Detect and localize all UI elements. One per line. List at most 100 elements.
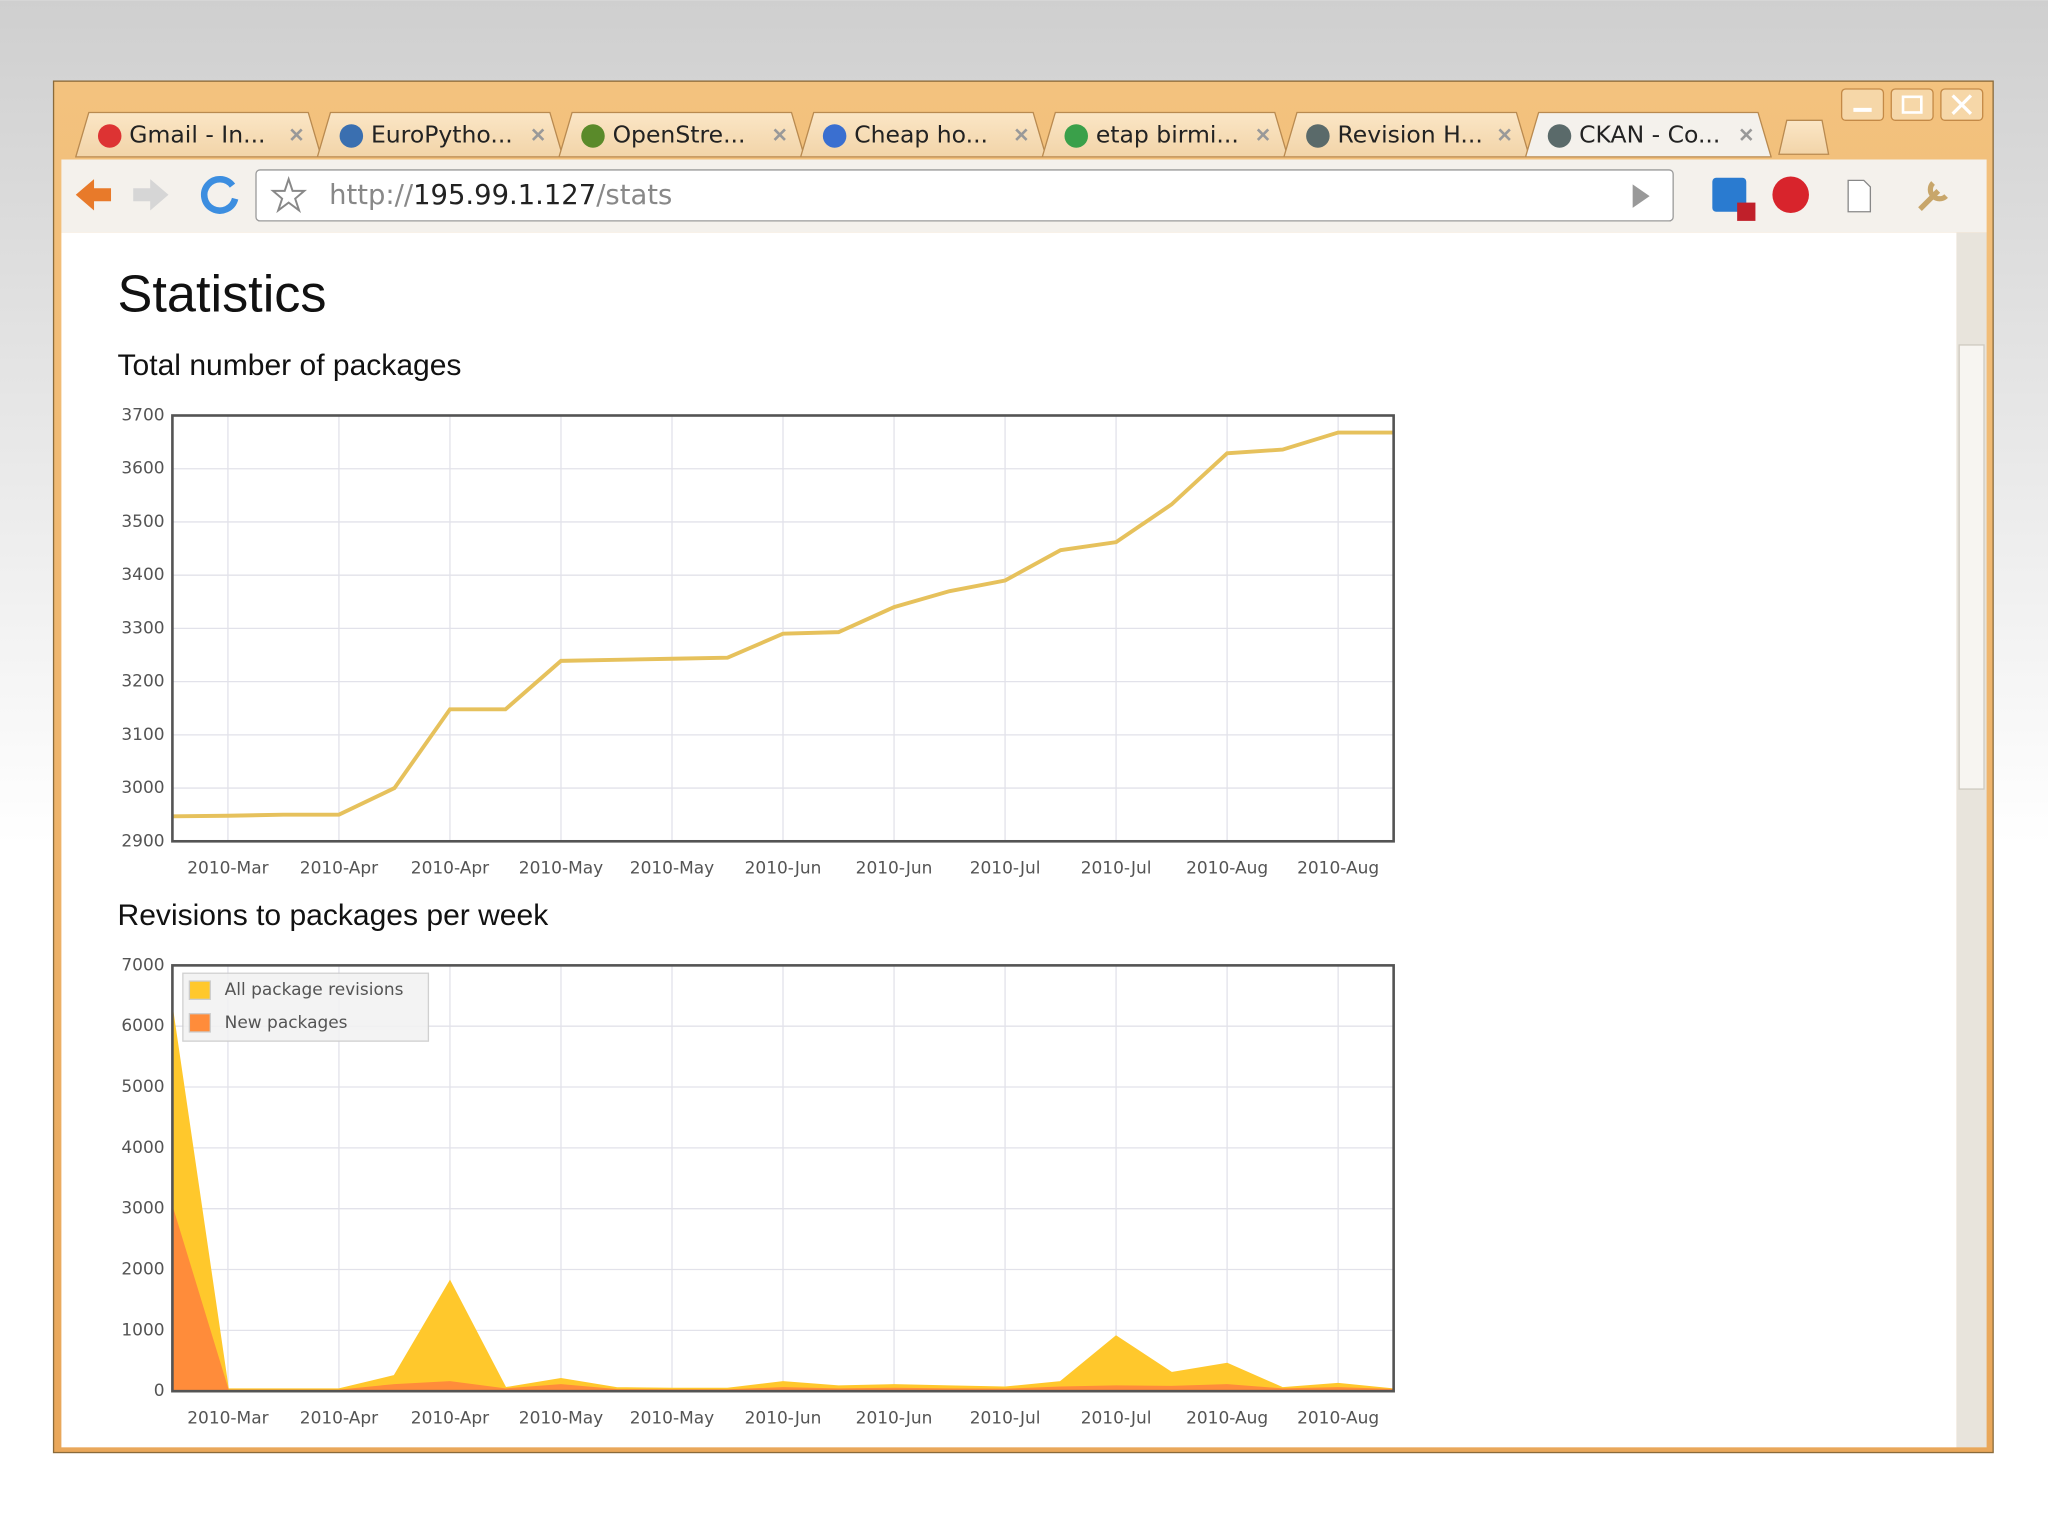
url-scheme: http://: [329, 180, 414, 211]
tab-icon: [822, 124, 847, 148]
x-tick-label: 2010-May: [519, 859, 603, 879]
data-area: [171, 1010, 1395, 1393]
address-bar[interactable]: [255, 169, 1674, 222]
x-tick-label: 2010-Apr: [300, 859, 378, 879]
tab-icon: [339, 124, 364, 148]
y-tick-label: 6000: [121, 1016, 164, 1036]
tab-close[interactable]: [531, 128, 545, 141]
tab-title: Cheap ho...: [854, 120, 988, 148]
legend-swatch: [188, 1013, 211, 1033]
x-tick-label: 2010-Mar: [187, 1409, 268, 1429]
tab[interactable]: Cheap ho...: [799, 111, 1048, 158]
extension-badge: [1737, 202, 1756, 221]
tab[interactable]: etap birmi...: [1041, 111, 1289, 158]
y-tick-label: 2000: [121, 1260, 164, 1280]
new-tab-button[interactable]: [1778, 119, 1830, 155]
chart-title: Total number of packages: [118, 349, 462, 382]
legend: All package revisions New packages: [182, 972, 430, 1042]
tab-close[interactable]: [773, 128, 786, 141]
tab-shape: [799, 111, 1048, 158]
tab[interactable]: Revision H...: [1283, 111, 1531, 158]
y-tick-label: 4000: [121, 1138, 164, 1158]
y-tick-label: 3400: [121, 565, 164, 585]
x-tick-label: 2010-Aug: [1186, 1409, 1268, 1429]
window-buttons[interactable]: [1840, 88, 1984, 121]
data-line: [172, 430, 1394, 819]
y-tick-label: 3000: [121, 1199, 164, 1219]
tab-icon: [581, 124, 605, 148]
x-tick-label: 2010-Jun: [745, 859, 822, 879]
tab-icon: [1547, 124, 1572, 148]
tab-title: etap birmi...: [1096, 120, 1239, 148]
wrench-menu[interactable]: [1918, 181, 1948, 211]
x-tick-label: 2010-Jul: [970, 859, 1041, 879]
x-tick-label: 2010-May: [630, 1409, 714, 1429]
x-tick-label: 2010-Jun: [856, 859, 933, 879]
tab-icon: [1064, 124, 1088, 148]
tab-close[interactable]: [1256, 128, 1270, 141]
bookmark-star[interactable]: [270, 175, 307, 214]
chart: Total number of packages 2900 3000 3100 3200…: [118, 349, 1395, 879]
tab-strip: Gmail - In... EuroPytho... OpenStre... Chea…: [74, 111, 1830, 158]
y-tick-label: 1000: [121, 1320, 164, 1340]
chart-title: Revisions to packages per week: [118, 899, 550, 932]
tab-shape: [74, 111, 323, 158]
tab[interactable]: OpenStre...: [558, 111, 806, 158]
go-button[interactable]: [1632, 184, 1650, 208]
x-tick-label: 2010-May: [519, 1409, 603, 1429]
y-tick-label: 3600: [121, 459, 164, 479]
y-tick-label: 0: [154, 1381, 165, 1401]
url-path: /stats: [596, 180, 672, 211]
tab-shape: [1283, 111, 1531, 158]
data-area: [171, 1208, 1395, 1393]
tab-title: OpenStre...: [613, 120, 746, 148]
y-tick-label: 3200: [121, 672, 164, 692]
tab[interactable]: EuroPytho...: [316, 111, 564, 158]
tab-shape: [316, 111, 564, 158]
x-tick-label: 2010-Jun: [856, 1409, 933, 1429]
x-tick-label: 2010-May: [630, 859, 714, 879]
y-tick-label: 3500: [121, 512, 164, 532]
y-tick-label: 3700: [121, 406, 164, 426]
forward-button[interactable]: [133, 179, 169, 211]
scrollbar-thumb[interactable]: [1958, 344, 1985, 790]
y-tick-label: 3300: [121, 618, 164, 638]
tab-close[interactable]: [1740, 128, 1753, 141]
plot-frame: [171, 964, 1395, 1393]
plot-frame: [171, 414, 1395, 843]
x-tick-label: 2010-Jul: [1081, 859, 1152, 879]
x-tick-label: 2010-Jul: [1081, 1409, 1152, 1429]
page-title: Statistics: [118, 266, 327, 324]
tab-shape: [1524, 111, 1772, 158]
adblock-icon[interactable]: [1772, 176, 1809, 214]
x-tick-label: 2010-Jun: [745, 1409, 822, 1429]
url-host: 195.99.1.127: [413, 180, 596, 211]
tab-shape: [1041, 111, 1289, 158]
legend-label: New packages: [225, 1013, 348, 1033]
tab-icon: [97, 124, 122, 148]
legend-swatch: [188, 980, 211, 1000]
tab-close[interactable]: [1015, 128, 1028, 141]
y-tick-label: 2900: [121, 831, 164, 851]
tab-close[interactable]: [1498, 128, 1511, 141]
charts: Total number of packages 2900 3000 3100 3200…: [118, 349, 1395, 1429]
tab-title: Gmail - In...: [129, 120, 265, 148]
tab-title: EuroPytho...: [371, 120, 513, 148]
tab[interactable]: Gmail - In...: [74, 111, 323, 158]
tab-title: CKAN - Co...: [1579, 120, 1720, 148]
reload-button[interactable]: [200, 176, 239, 214]
x-tick-label: 2010-Aug: [1186, 859, 1268, 879]
tab[interactable]: CKAN - Co...: [1524, 111, 1772, 158]
x-tick-label: 2010-Apr: [411, 1409, 489, 1429]
y-tick-label: 3100: [121, 725, 164, 745]
tab-close[interactable]: [290, 128, 303, 141]
x-tick-label: 2010-Aug: [1297, 1409, 1379, 1429]
back-button[interactable]: [75, 179, 112, 211]
legend-label: All package revisions: [225, 980, 404, 1000]
x-tick-label: 2010-Apr: [300, 1409, 378, 1429]
tab-icon: [1306, 124, 1330, 148]
tab-title: Revision H...: [1337, 120, 1482, 148]
page-menu[interactable]: [1847, 179, 1872, 213]
y-tick-label: 7000: [121, 955, 164, 975]
